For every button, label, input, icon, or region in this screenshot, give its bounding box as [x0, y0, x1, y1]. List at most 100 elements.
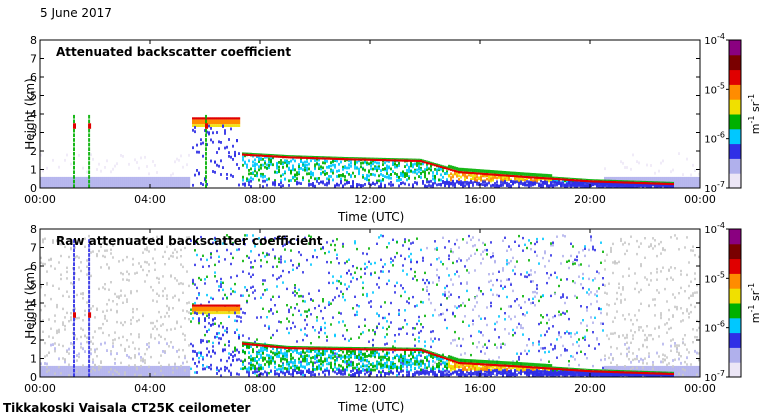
- backscatter-cell: [318, 349, 320, 353]
- backscatter-cell: [314, 350, 316, 353]
- backscatter-cell: [468, 298, 470, 301]
- backscatter-cell: [88, 269, 90, 273]
- backscatter-cell: [152, 327, 154, 330]
- backscatter-cell: [474, 168, 477, 173]
- backscatter-cell: [228, 369, 230, 373]
- backscatter-cell: [436, 246, 438, 250]
- backscatter-cell: [66, 266, 68, 269]
- backscatter-cell: [180, 325, 182, 328]
- backscatter-cell: [370, 183, 372, 187]
- backscatter-cell: [174, 248, 176, 251]
- backscatter-cell: [402, 269, 404, 272]
- backscatter-cell: [336, 368, 338, 371]
- backscatter-cell: [342, 360, 344, 363]
- backscatter-cell: [358, 362, 360, 365]
- backscatter-cell: [296, 180, 298, 184]
- backscatter-cell: [476, 370, 478, 374]
- backscatter-cell: [392, 259, 394, 262]
- backscatter-cell: [328, 281, 330, 285]
- backscatter-cell: [278, 165, 280, 169]
- backscatter-cell: [272, 155, 275, 158]
- backscatter-cell: [364, 168, 366, 172]
- backscatter-cell: [286, 317, 288, 320]
- backscatter-cell: [178, 355, 180, 359]
- backscatter-cell: [298, 181, 300, 185]
- backscatter-cell: [436, 283, 438, 286]
- backscatter-cell: [330, 302, 332, 305]
- backscatter-cell: [374, 158, 377, 161]
- backscatter-cell: [378, 165, 380, 169]
- backscatter-cell: [426, 160, 429, 162]
- backscatter-cell: [166, 304, 168, 308]
- backscatter-cell: [658, 169, 660, 173]
- backscatter-cell: [620, 181, 623, 184]
- backscatter-cell: [646, 183, 648, 187]
- backscatter-cell: [220, 119, 223, 125]
- backscatter-cell: [388, 351, 390, 355]
- backscatter-cell: [628, 183, 630, 187]
- backscatter-cell: [256, 367, 258, 370]
- backscatter-cell: [324, 357, 326, 360]
- backscatter-cell: [46, 366, 48, 369]
- backscatter-cell: [248, 337, 250, 340]
- backscatter-cell: [232, 256, 234, 260]
- backscatter-cell: [402, 356, 404, 360]
- backscatter-cell: [258, 253, 260, 257]
- backscatter-cell: [174, 294, 176, 298]
- backscatter-cell: [470, 168, 473, 172]
- backscatter-cell: [282, 366, 284, 370]
- backscatter-cell: [298, 165, 300, 168]
- backscatter-cell: [324, 157, 327, 160]
- backscatter-cell: [148, 263, 150, 266]
- backscatter-cell: [450, 355, 453, 360]
- backscatter-cell: [124, 347, 126, 351]
- backscatter-cell: [378, 185, 380, 188]
- backscatter-cell: [440, 354, 443, 356]
- backscatter-cell: [100, 327, 102, 330]
- backscatter-cell: [254, 297, 256, 300]
- backscatter-cell: [224, 132, 226, 135]
- backscatter-cell: [310, 313, 312, 316]
- backscatter-cell: [86, 336, 88, 339]
- backscatter-cell: [648, 182, 651, 185]
- backscatter-cell: [616, 180, 619, 182]
- panel-title: Attenuated backscatter coefficient: [56, 45, 291, 59]
- backscatter-cell: [416, 164, 418, 167]
- backscatter-cell: [456, 344, 458, 347]
- backscatter-cell: [260, 346, 262, 350]
- backscatter-cell: [440, 355, 443, 358]
- backscatter-cell: [238, 306, 241, 312]
- backscatter-cell: [352, 276, 354, 280]
- backscatter-cell: [234, 117, 237, 120]
- backscatter-cell: [266, 316, 268, 319]
- backscatter-cell: [84, 176, 87, 188]
- backscatter-cell: [560, 177, 563, 179]
- backscatter-cell: [46, 281, 48, 285]
- backscatter-cell: [240, 320, 242, 323]
- backscatter-cell: [282, 354, 284, 358]
- backscatter-cell: [362, 348, 365, 351]
- backscatter-cell: [464, 367, 466, 370]
- backscatter-cell: [172, 172, 174, 176]
- backscatter-cell: [416, 322, 418, 326]
- backscatter-cell: [94, 348, 96, 352]
- backscatter-cell: [460, 182, 462, 185]
- backscatter-cell: [292, 321, 294, 325]
- backscatter-cell: [436, 171, 438, 175]
- backscatter-cell: [302, 373, 304, 377]
- backscatter-cell: [352, 171, 354, 175]
- backscatter-cell: [416, 260, 418, 264]
- backscatter-cell: [572, 184, 574, 187]
- backscatter-cell: [88, 147, 91, 151]
- backscatter-cell: [644, 182, 647, 185]
- backscatter-cell: [188, 153, 190, 157]
- backscatter-cell: [368, 365, 370, 369]
- backscatter-cell: [330, 365, 332, 369]
- backscatter-cell: [414, 176, 416, 180]
- backscatter-cell: [370, 300, 372, 303]
- backscatter-cell: [420, 371, 422, 375]
- backscatter-cell: [272, 351, 274, 355]
- backscatter-cell: [292, 347, 295, 350]
- backscatter-cell: [392, 371, 394, 375]
- backscatter-cell: [424, 350, 427, 353]
